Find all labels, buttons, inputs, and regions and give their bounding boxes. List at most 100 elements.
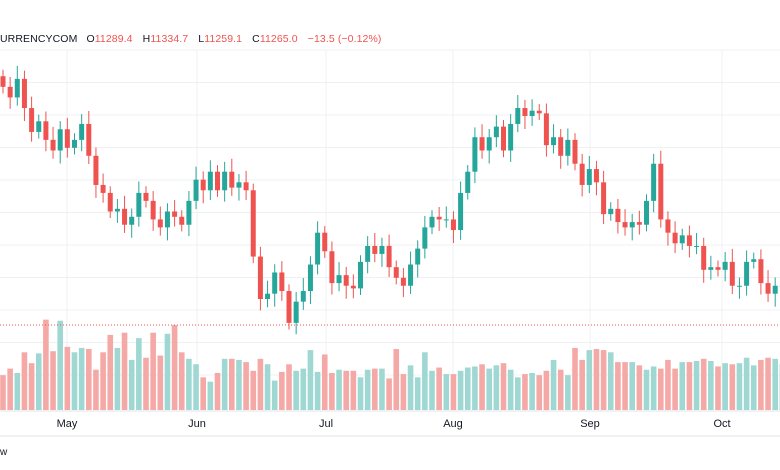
volume-bar <box>264 364 271 410</box>
candle-body <box>86 123 92 156</box>
candle-body <box>572 139 578 164</box>
candle-body <box>250 190 256 257</box>
candle-body <box>129 216 135 225</box>
symbol-name: URRENCYCOM <box>0 33 78 45</box>
low-value: 11259.1 <box>204 33 243 45</box>
candle-body <box>222 171 228 191</box>
candle-body <box>122 208 128 225</box>
volume-bar <box>193 364 199 410</box>
volume-bar <box>357 377 364 410</box>
candle-body <box>50 139 56 151</box>
volume-bar <box>515 377 521 410</box>
candle-body <box>679 235 685 244</box>
candle-body <box>722 261 728 270</box>
volume-bar <box>393 349 400 410</box>
candle-body <box>644 200 649 225</box>
candle-body <box>422 227 428 249</box>
change-value: −13.5 (−0.12%) <box>307 33 382 45</box>
volume-bar <box>143 357 149 410</box>
volume-bar <box>300 368 307 410</box>
x-tick-label: Oct <box>713 418 730 430</box>
candle-body <box>43 121 49 140</box>
candle-body <box>300 291 306 302</box>
volume-bar <box>686 362 693 410</box>
volume-bar <box>250 370 257 410</box>
volume-bar <box>500 363 507 410</box>
candle-body <box>708 267 714 270</box>
volume-bar <box>43 319 49 410</box>
candle-body <box>465 171 471 193</box>
candle-body <box>172 211 178 217</box>
candle-body <box>601 182 607 215</box>
volume-bar <box>136 338 142 410</box>
footer-text-fragment: w <box>0 447 8 458</box>
volume-bar <box>114 347 121 410</box>
volume-bar <box>464 367 471 410</box>
candle-body <box>501 126 506 151</box>
x-tick-label: Aug <box>443 418 463 430</box>
volume-bar <box>14 372 21 410</box>
volume-bar <box>35 353 42 410</box>
candle-body <box>593 169 599 183</box>
candle-body <box>229 171 235 188</box>
volume-bar <box>321 354 328 410</box>
volume-bar <box>693 361 700 410</box>
volume-bar <box>636 365 643 410</box>
volume-bar <box>343 370 349 410</box>
candle-body <box>207 171 213 191</box>
volume-bar <box>536 375 543 410</box>
candle-body <box>393 267 399 278</box>
volume-bar <box>457 370 464 410</box>
candle-body <box>443 219 449 221</box>
volume-bar <box>236 359 242 410</box>
candle-body <box>36 121 42 132</box>
volume-bar <box>157 355 164 410</box>
volume-bar <box>279 371 285 410</box>
volume-bar <box>679 362 686 410</box>
candle-body <box>200 179 206 191</box>
volume-bar <box>450 374 457 410</box>
volume-bar <box>186 358 192 410</box>
volume-bar <box>700 358 707 410</box>
volume-bar <box>586 350 593 410</box>
candle-body <box>479 137 485 151</box>
high-value: 11334.7 <box>150 33 189 45</box>
candle-body <box>293 301 299 323</box>
ohlc-legend: URRENCYCOM O11289.4 H11334.7 L11259.1 C1… <box>0 33 389 47</box>
candle-body <box>651 163 657 201</box>
volume-bar <box>414 377 421 410</box>
candle-body <box>751 259 757 262</box>
volume-bar <box>128 359 135 410</box>
candle-body <box>72 139 77 148</box>
candle-body <box>551 137 557 146</box>
volume-bar <box>64 346 71 410</box>
volume-bar <box>0 375 6 410</box>
candle-body <box>736 285 742 287</box>
volume-bar <box>607 352 614 410</box>
volume-bar <box>214 372 221 410</box>
volume-bar <box>78 347 85 410</box>
x-tick-label: Sep <box>580 418 600 430</box>
candle-body <box>472 137 478 172</box>
volume-bar <box>350 370 357 410</box>
candle-body <box>350 285 356 289</box>
volume-bar <box>715 366 721 410</box>
candle-body <box>272 272 278 294</box>
volume-bar <box>28 363 35 410</box>
volume-bar <box>164 333 171 410</box>
candle-body <box>701 245 707 270</box>
volume-bar <box>21 352 28 410</box>
volume-bar <box>372 368 378 410</box>
candle-body <box>0 76 6 87</box>
candle-body <box>372 245 378 254</box>
close-value: 11265.0 <box>259 33 298 45</box>
volume-bar <box>565 375 571 410</box>
candle-body <box>543 113 549 146</box>
volume-bar <box>286 364 292 410</box>
volume-bar <box>629 362 635 410</box>
candle-body <box>579 163 585 185</box>
candle-body <box>93 155 99 185</box>
candle-body <box>243 182 249 191</box>
volume-bar <box>422 352 428 410</box>
